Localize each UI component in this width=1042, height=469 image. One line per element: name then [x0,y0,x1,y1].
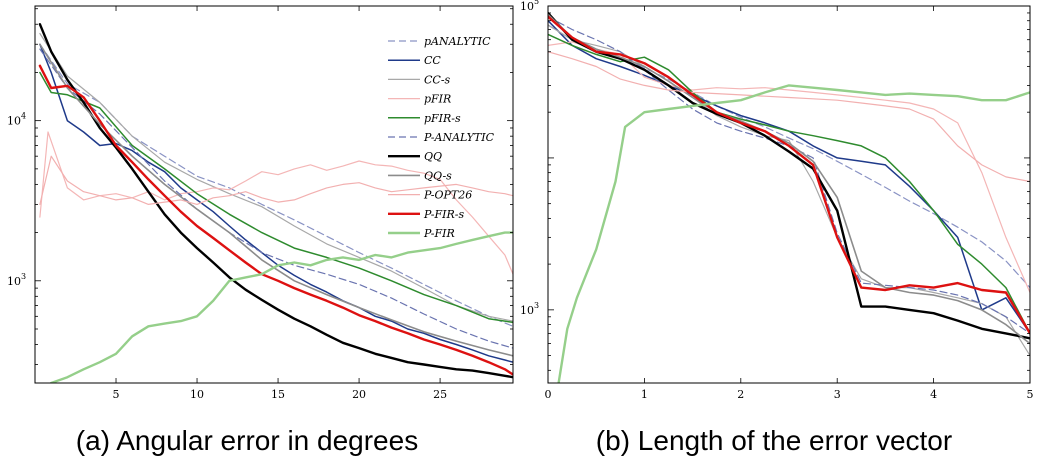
legend-item-panalytic: pANALYTIC [388,35,491,48]
legend-label: CC [424,54,441,67]
panel-a-series-p-analytic [39,48,513,349]
panel-b-error-vector-length: 0 1 2 3 4 5 103 105 (b) Length of the error vec… [520,0,1034,456]
legend-item-cc-s: CC-s [388,73,451,86]
panel-a-series-p-fir-s [38,64,513,376]
panel-b-caption: (b) Length of the error vector [596,425,952,456]
legend-label: CC-s [424,73,451,86]
panel-b-series-cc-s [548,24,1030,357]
panel-a-series-qq-s [39,43,513,357]
panel-b-series-p-fir-s [548,15,1030,335]
panel-a-legend: pANALYTIC CC CC-s pFIR pFIR-s P-ANALYTIC QQ QQ-… [388,35,495,240]
panel-b-axes-frame [547,5,1031,384]
panel-b-series-p-fir [557,84,1030,383]
panel-b-series-cc [548,19,1030,335]
panel-a-series-p-fir [49,231,513,383]
panel-a-xtick-label: 10 [190,388,204,401]
panel-a-axes-frame [34,5,514,384]
panel-a-xtick-label: 5 [113,388,120,401]
panel-a-series-pfir-s [39,71,513,324]
panel-a-series-pfir [39,131,513,275]
panel-a-angular-error: 5 10 15 20 25 103 104 pANALYTIC CC CC-s pFIR pFIR-… [7,5,514,456]
legend-label: P-OPT26 [423,189,472,202]
panel-b-ytick-label: 105 [520,0,539,13]
legend-item-qq-s: QQ-s [388,169,452,182]
legend-item-pfir-s: pFIR-s [388,112,461,125]
panel-b-series-qq-s [548,13,1030,345]
legend-item-p-fir-s: P-FIR-s [388,208,464,221]
panel-a-series-cc-s [39,32,513,322]
panel-a-series-p-opt26 [39,155,513,205]
panel-b-plot-area [548,11,1030,383]
legend-item-pfir: pFIR [388,93,451,106]
panel-a-series-panalytic [39,43,513,327]
panel-b-ytick-label: 103 [520,301,539,317]
panel-b-xtick-label: 2 [737,388,744,401]
legend-item-qq: QQ [388,150,442,163]
legend-item-p-opt26: P-OPT26 [388,189,472,202]
legend-item-p-fir: P-FIR [388,227,455,240]
panel-b-xtick-label: 0 [545,388,552,401]
legend-label: P-FIR-s [423,208,464,221]
panel-b-xtick-label: 1 [641,388,648,401]
panel-b-xtick-label: 3 [834,388,841,401]
legend-item-cc: CC [388,54,441,67]
legend-label: pFIR-s [424,112,461,125]
panel-a-series-qq [38,23,513,379]
panel-b-xtick-label: 5 [1027,388,1034,401]
panel-a-caption: (a) Angular error in degrees [76,425,418,456]
panel-a-xtick-label: 15 [271,388,285,401]
panel-b-xtick-label: 4 [930,388,937,401]
panel-a-ytick-label: 103 [7,272,26,288]
panel-a-plot-area [38,23,513,383]
legend-item-p-analytic: P-ANALYTIC [388,131,495,144]
panel-a-ticks: 5 10 15 20 25 103 104 [7,6,513,401]
legend-label: P-ANALYTIC [423,131,495,144]
legend-label: pFIR [424,93,451,106]
legend-label: QQ [424,150,442,163]
panel-a-xtick-label: 25 [433,388,447,401]
legend-label: pANALYTIC [424,35,491,48]
panel-b-series-qq [548,11,1030,340]
panel-a-xtick-label: 20 [352,388,366,401]
legend-label: QQ-s [424,169,452,182]
panel-b-series-p-opt26 [548,51,1030,183]
panel-b-series-p-analytic [548,16,1030,334]
legend-label: P-FIR [423,227,455,240]
panel-b-ticks: 0 1 2 3 4 5 103 105 [520,0,1034,401]
panel-a-ytick-label: 104 [7,112,26,128]
